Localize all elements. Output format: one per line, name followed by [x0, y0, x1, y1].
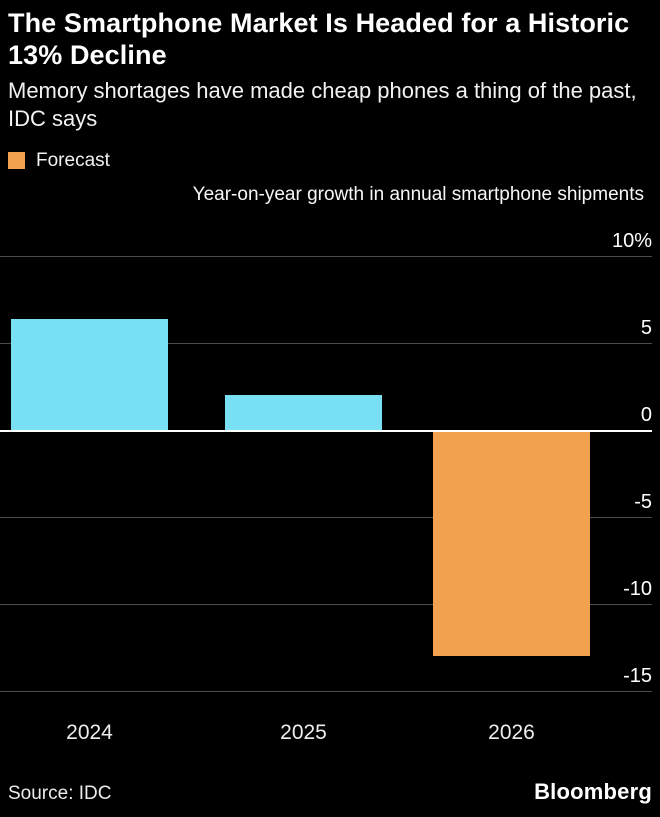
y-tick-label: 10% — [611, 229, 652, 252]
x-tick-label: 2024 — [66, 720, 113, 744]
y-tick-label: 5 — [640, 316, 652, 339]
gridline — [0, 342, 652, 344]
x-tick-label: 2025 — [280, 720, 327, 744]
chart-subtitle: Memory shortages have made cheap phones … — [8, 77, 637, 132]
x-axis: 2024 2025 2026 — [0, 721, 660, 751]
y-tick-label: 0 — [640, 403, 652, 426]
bar-2024 — [11, 318, 168, 430]
footer: Source: IDC Bloomberg — [0, 779, 660, 805]
zero-gridline — [0, 429, 652, 432]
gridline — [0, 255, 652, 257]
header: The Smartphone Market Is Headed for a Hi… — [0, 0, 660, 206]
y-tick-label: -15 — [623, 664, 652, 687]
legend-swatch-forecast — [8, 152, 25, 170]
gridline — [0, 516, 652, 518]
y-tick-label: -5 — [634, 490, 652, 513]
x-tick-label: 2026 — [488, 720, 535, 744]
gridline — [0, 603, 652, 605]
bar-2026 — [433, 429, 590, 657]
legend-label-forecast: Forecast — [36, 149, 110, 171]
chart-title: The Smartphone Market Is Headed for a Hi… — [8, 8, 630, 70]
source-label: Source: IDC — [8, 783, 112, 804]
bloomberg-logo: Bloomberg — [534, 779, 652, 804]
bar-2025 — [225, 395, 382, 430]
y-tick-label: -10 — [623, 577, 652, 600]
plot-area: 10% 5 0 -5 -10 -15 — [0, 230, 660, 692]
gridline — [0, 690, 652, 692]
legend: Forecast — [8, 150, 652, 172]
axis-note: Year-on-year growth in annual smartphone… — [192, 183, 644, 205]
